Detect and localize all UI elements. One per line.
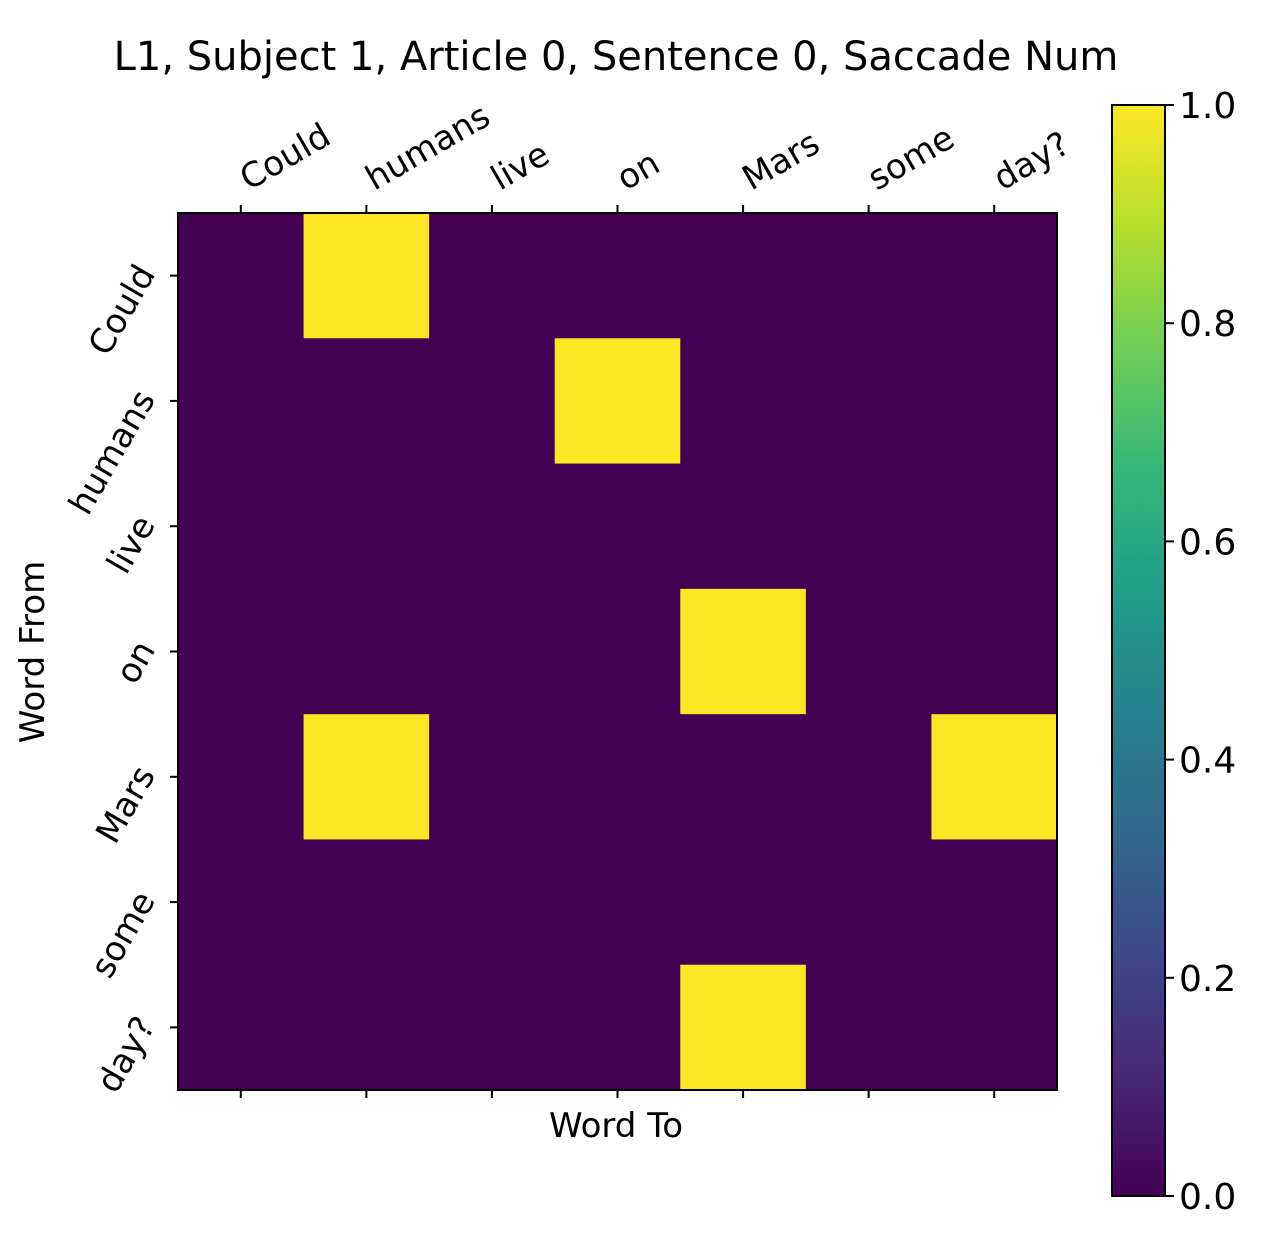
heatmap-cell <box>178 964 305 1091</box>
heatmap-cell <box>805 839 932 966</box>
y-tick-label: day? <box>89 1010 164 1100</box>
heatmap-cell <box>554 338 681 465</box>
heatmap-cell <box>931 839 1058 966</box>
heatmap-cell <box>680 463 807 590</box>
y-axis-label: Word From <box>13 561 53 743</box>
colorbar-tick-label: 0.2 <box>1179 959 1236 1000</box>
heatmap-cell <box>931 463 1058 590</box>
heatmap-cell <box>680 588 807 715</box>
x-tick-label: humans <box>359 96 497 199</box>
chart-title: L1, Subject 1, Article 0, Sentence 0, Sa… <box>114 34 1119 80</box>
heatmap-cell <box>554 714 681 840</box>
x-tick-label: Mars <box>736 123 827 199</box>
heatmap-cell <box>178 839 305 966</box>
heatmap-cell <box>805 964 932 1091</box>
heatmap-cell <box>554 964 681 1091</box>
heatmap-cell <box>303 964 430 1091</box>
heatmap-cell <box>178 213 305 339</box>
heatmap-cell <box>303 588 430 715</box>
heatmap-cell <box>931 714 1058 840</box>
heatmap-cell <box>303 213 430 339</box>
y-tick-label: Mars <box>88 759 164 850</box>
heatmap-cell <box>554 588 681 715</box>
heatmap-cell <box>429 839 556 966</box>
x-axis-label: Word To <box>549 1106 683 1146</box>
heatmap-cell <box>554 213 681 339</box>
y-tick-label: Could <box>81 258 164 362</box>
heatmap-cell <box>805 463 932 590</box>
heatmap-cell <box>429 338 556 465</box>
heatmap-cell <box>178 588 305 715</box>
heatmap-cell <box>931 338 1058 465</box>
heatmap-cell <box>680 213 807 339</box>
heatmap-cell <box>429 213 556 339</box>
heatmap-cell <box>554 463 681 590</box>
heatmap-cell <box>931 964 1058 1091</box>
x-tick-label: day? <box>987 124 1077 199</box>
x-tick-label: some <box>861 118 961 199</box>
heatmap-cell <box>554 839 681 966</box>
y-tick-label: on <box>108 634 164 691</box>
heatmap-cell <box>805 588 932 715</box>
heatmap-cell <box>680 338 807 465</box>
heatmap-cell <box>303 338 430 465</box>
x-tick-label: on <box>610 143 667 199</box>
heatmap-cell <box>680 839 807 966</box>
heatmap-cell <box>931 213 1058 339</box>
heatmap-cell <box>805 338 932 465</box>
colorbar-tick-label: 0.4 <box>1179 741 1236 782</box>
heatmap-cell <box>931 588 1058 715</box>
heatmap-cell <box>303 714 430 840</box>
heatmap-cell <box>805 213 932 339</box>
heatmap-cell <box>805 714 932 840</box>
heatmap-cell <box>429 463 556 590</box>
heatmap-cell <box>303 463 430 590</box>
colorbar <box>1111 104 1166 1197</box>
y-tick-label: some <box>83 885 164 985</box>
heatmap-cell <box>178 714 305 840</box>
heatmap-cell <box>429 588 556 715</box>
heatmap-cell <box>680 964 807 1091</box>
colorbar-tick-label: 0.0 <box>1179 1177 1236 1218</box>
colorbar-tick-label: 0.6 <box>1179 522 1236 563</box>
colorbar-tick-label: 1.0 <box>1179 86 1236 127</box>
heatmap-cell <box>429 964 556 1091</box>
heatmap-cell <box>303 839 430 966</box>
x-tick-label: Could <box>233 116 337 199</box>
heatmap-cell <box>178 463 305 590</box>
y-tick-label: live <box>99 509 164 581</box>
heatmap-cell <box>178 338 305 465</box>
heatmap-cell <box>429 714 556 840</box>
y-tick-label: humans <box>61 383 164 521</box>
x-tick-label: live <box>484 134 556 199</box>
heatmap-cell <box>680 714 807 840</box>
colorbar-tick-label: 0.8 <box>1179 304 1236 345</box>
